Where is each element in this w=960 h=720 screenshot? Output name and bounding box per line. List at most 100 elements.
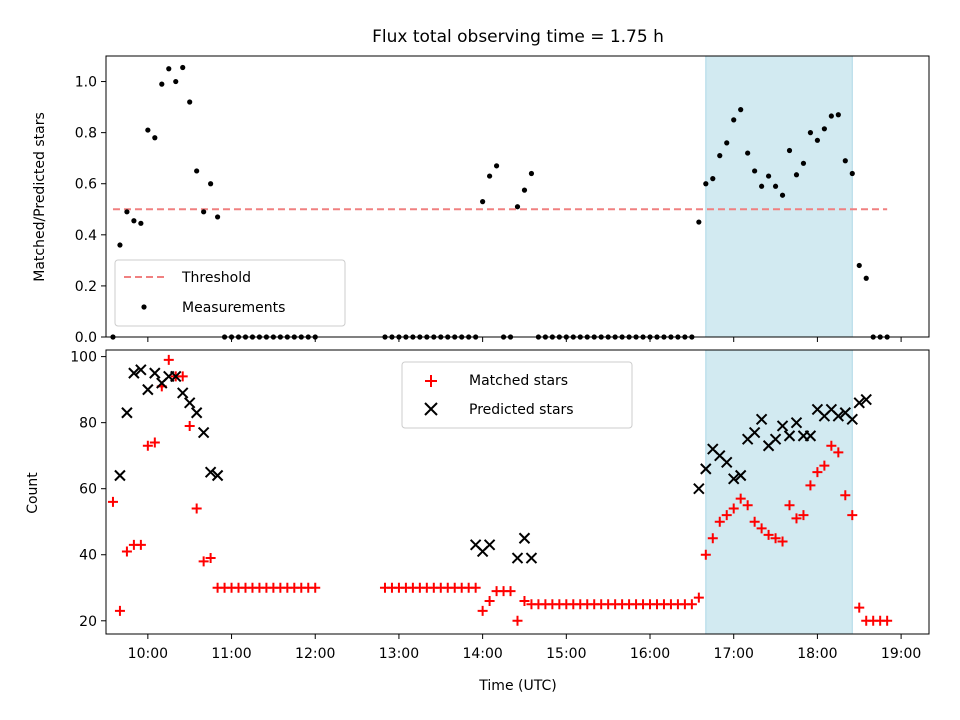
measurement-point	[835, 112, 841, 118]
top-y-tick-label: 0.2	[75, 279, 97, 295]
predicted-point	[700, 463, 712, 475]
predicted-point	[204, 466, 217, 478]
predicted-point	[755, 413, 768, 426]
matched-point	[163, 354, 174, 365]
x-axis-label: Time (UTC)	[478, 678, 556, 694]
matched-point	[135, 539, 146, 550]
predicted-point	[211, 469, 224, 482]
predicted-point	[525, 552, 538, 564]
measurement-point	[214, 214, 221, 220]
bottom-y-tick-label: 100	[70, 350, 97, 366]
top-legend-box	[114, 259, 346, 327]
predicted-point	[804, 430, 817, 442]
legend-predicted-swatch	[424, 402, 438, 416]
measurement-point	[117, 242, 123, 248]
predicted-point	[728, 473, 740, 485]
matched-point	[700, 549, 711, 560]
matched-point	[191, 503, 202, 514]
matched-point	[114, 605, 125, 616]
predicted-point	[511, 552, 524, 564]
measurement-point	[759, 183, 765, 189]
predicted-point	[846, 413, 858, 426]
measurement-point	[152, 135, 158, 141]
matched-point	[742, 500, 753, 511]
legend-matched-label: Matched stars	[469, 373, 568, 389]
matched-point	[770, 533, 781, 544]
matched-point	[519, 595, 530, 606]
measurement-point	[752, 168, 758, 174]
measurement-point	[821, 126, 827, 132]
predicted-point	[783, 430, 796, 442]
measurement-point	[849, 170, 855, 177]
predicted-point	[769, 433, 782, 445]
matched-point	[791, 513, 802, 524]
top-y-tick-label: 0.4	[75, 228, 97, 244]
predicted-point	[721, 456, 733, 468]
measurement-point	[710, 176, 716, 182]
measurement-point	[131, 218, 137, 224]
measurement-point	[521, 187, 528, 193]
bottom-y-axis-label: Count	[25, 472, 41, 514]
legend-matched-swatch	[425, 375, 437, 387]
predicted-point	[853, 397, 865, 409]
predicted-point	[748, 426, 761, 439]
x-tick-label: 14:00	[462, 646, 502, 662]
predicted-point	[135, 364, 147, 376]
measurement-point	[724, 140, 730, 146]
matched-point	[686, 599, 697, 610]
highlight-span	[705, 55, 853, 338]
predicted-point	[170, 370, 182, 383]
predicted-point	[693, 482, 705, 495]
matched-point	[840, 490, 851, 501]
measurement-point	[514, 204, 521, 210]
x-tick-label: 19:00	[881, 646, 921, 662]
matched-point	[505, 586, 516, 597]
measurement-point	[696, 219, 702, 225]
legend-measurements-label: Measurements	[182, 300, 285, 316]
top-y-tick-label: 0.8	[75, 126, 97, 142]
predicted-point	[734, 469, 747, 482]
x-tick-label: 16:00	[630, 646, 670, 662]
matched-point	[819, 460, 830, 471]
bottom-y-tick-label: 40	[79, 548, 97, 564]
bottom-legend: Matched stars Predicted stars	[401, 361, 633, 429]
measurement-point	[173, 78, 179, 85]
matched-point	[749, 516, 760, 527]
measurement-point	[786, 147, 793, 154]
measurement-point	[138, 220, 144, 226]
x-tick-label: 11:00	[211, 646, 251, 662]
bottom-y-tick-label: 60	[79, 482, 97, 498]
bottom-legend-box	[401, 361, 633, 429]
measurement-point	[842, 158, 848, 164]
matched-point	[512, 615, 523, 626]
top-panel: 0.0 0.2 0.4 0.6 0.8 1.0 Matched/Predicted sta…	[32, 55, 930, 346]
measurement-point	[717, 153, 723, 159]
matched-point	[777, 536, 788, 547]
matched-point	[121, 546, 132, 557]
legend-measurements-swatch	[141, 304, 147, 310]
top-y-tick-label: 1.0	[75, 75, 97, 91]
bottom-panel: 20 40 60 80 100 10:00 11:00 12:00 13:00 14:00 15:…	[25, 349, 930, 694]
predicted-point	[860, 393, 872, 406]
top-y-tick-label: 0.0	[75, 330, 97, 346]
matched-point	[205, 553, 216, 564]
matched-point	[714, 516, 725, 527]
matched-point	[721, 510, 732, 521]
matched-point	[198, 556, 209, 567]
measurement-point	[779, 192, 786, 198]
x-tick-label: 17:00	[714, 646, 754, 662]
measurement-point	[145, 127, 151, 133]
predicted-point	[776, 420, 789, 432]
predicted-point	[197, 426, 210, 439]
matched-point	[847, 510, 858, 521]
matched-point	[470, 582, 481, 593]
measurement-point	[738, 107, 744, 113]
top-legend: Threshold Measurements	[114, 259, 346, 327]
predicted-point	[518, 532, 531, 544]
predicted-point	[483, 539, 496, 551]
measurement-point	[487, 173, 493, 179]
predicted-point	[832, 410, 845, 422]
predicted-point	[142, 383, 154, 396]
x-tick-label: 10:00	[128, 646, 168, 662]
